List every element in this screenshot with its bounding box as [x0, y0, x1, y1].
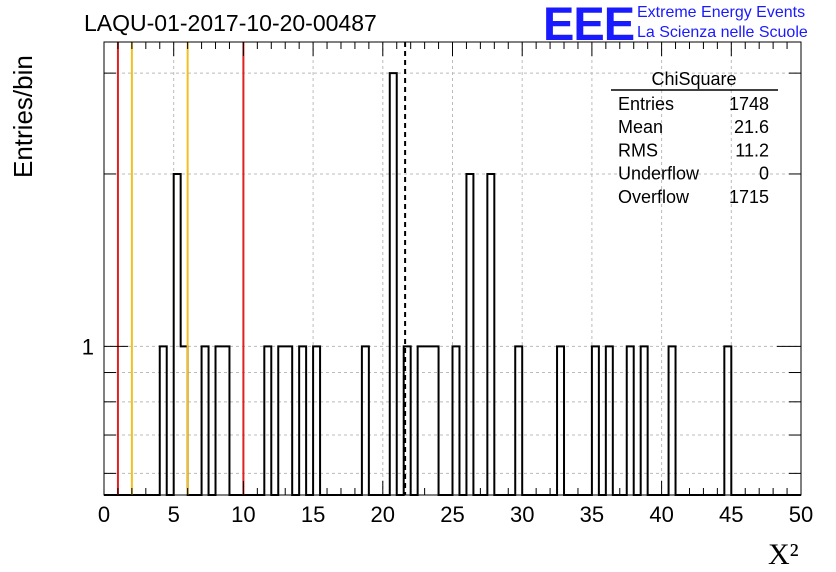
x-tick-label: 0 [98, 502, 110, 527]
stats-label: Underflow [618, 164, 700, 184]
histogram-bin [592, 346, 599, 495]
stats-box: ChiSquare Entries 1748 Mean 21.6 RMS 11.2 Unde… [611, 69, 778, 207]
logo-line-2: La Scienza nelle Scuole [637, 24, 808, 41]
histogram-bin [285, 346, 292, 495]
stats-label: Entries [618, 94, 674, 114]
histogram-bin [160, 346, 167, 495]
stats-label: RMS [618, 140, 658, 160]
histogram-bin [466, 174, 473, 495]
histogram-bin [432, 346, 439, 495]
histogram-bin [418, 346, 425, 495]
histogram-bin [202, 346, 209, 495]
histogram-bin [425, 346, 432, 495]
histogram-bin [515, 346, 522, 495]
histogram-bin [627, 346, 634, 495]
histogram-bin [216, 346, 223, 495]
stats-label: Overflow [618, 187, 690, 207]
histogram-bin [181, 346, 188, 495]
histogram-bin [174, 174, 181, 495]
stats-label: Mean [618, 117, 663, 137]
histogram-bin [362, 346, 369, 495]
histogram-bin [453, 346, 460, 495]
histogram-bin [724, 346, 731, 495]
x-tick-label: 20 [371, 502, 395, 527]
x-tick-label: 40 [649, 502, 673, 527]
stats-value: 0 [759, 164, 769, 184]
logo-line-1: Extreme Energy Events [637, 4, 806, 21]
tick-labels-layer: 0 5 10 15 20 25 30 35 40 45 50 1 [82, 334, 813, 527]
histogram-bin [222, 346, 229, 495]
x-tick-label: 10 [231, 502, 255, 527]
histogram-bin [390, 73, 397, 495]
stats-value: 11.2 [735, 140, 769, 160]
y-axis-title: Entries/bin [8, 55, 38, 178]
eee-logo: EEE [543, 0, 635, 50]
stats-value: 21.6 [734, 117, 769, 137]
stats-value: 1748 [729, 94, 769, 114]
histogram-bin [299, 346, 306, 495]
x-tick-label: 5 [168, 502, 180, 527]
histogram-bin [641, 346, 648, 495]
stats-box-name: ChiSquare [651, 69, 736, 89]
x-tick-label: 15 [301, 502, 325, 527]
reference-lines-layer [116, 42, 407, 495]
x-tick-label: 30 [510, 502, 534, 527]
histogram-bin [313, 346, 320, 495]
axis-ticks-layer [103, 42, 802, 495]
run-title: LAQU-01-2017-10-20-00487 [84, 10, 377, 36]
x-tick-label: 35 [580, 502, 604, 527]
x-axis-title: X² [768, 538, 799, 571]
y-tick-label: 1 [82, 334, 94, 359]
histogram-bin [669, 346, 676, 495]
histogram-bin [487, 174, 494, 495]
histogram-bin [557, 346, 564, 495]
x-tick-label: 45 [719, 502, 743, 527]
stats-value: 1715 [729, 187, 769, 207]
histogram-bin [606, 346, 613, 495]
histogram-bin [264, 346, 271, 495]
x-tick-label: 25 [440, 502, 464, 527]
histogram-bin [278, 346, 285, 495]
x-tick-label: 50 [789, 502, 813, 527]
